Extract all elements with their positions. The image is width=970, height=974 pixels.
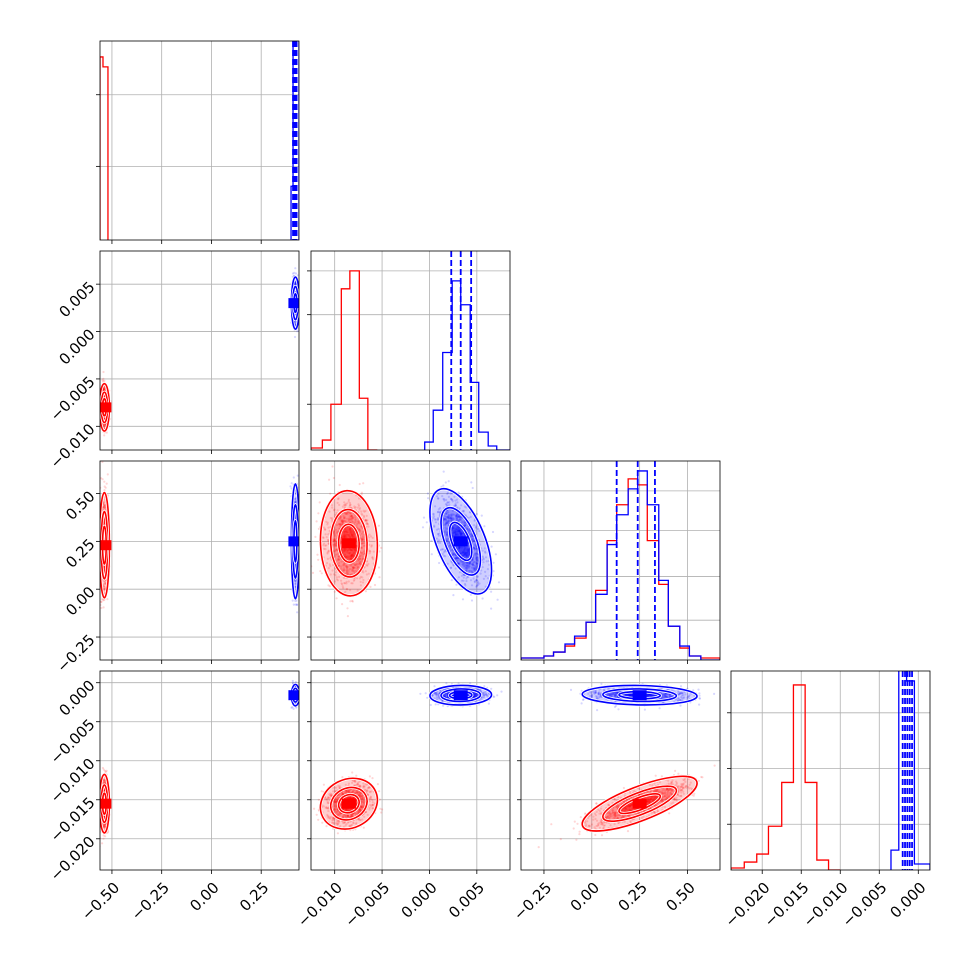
blue-sample-point [289,485,291,487]
blue-sample-point [293,604,295,606]
red-histogram-step [100,57,108,240]
red-sample-point [100,607,102,609]
red-sample-point [317,512,319,514]
red-sample-point [334,591,336,593]
red-sample-point [107,473,109,475]
red-histogram-step [521,479,720,660]
blue-sample-point [296,611,298,613]
scatter-panel-1-0 [97,251,303,450]
blue-histogram-step [521,471,720,660]
blue-sample-point [295,455,297,457]
blue-sample-point [295,453,297,455]
blue-sample-point [296,604,298,606]
red-sample-point [102,371,104,373]
red-sample-point [103,489,105,491]
histogram-panel-3 [731,663,930,870]
scatter-panel-2-1 [310,461,510,660]
red-sample-point [336,597,338,599]
blue-sample-point [295,272,297,274]
red-sample-point [349,600,351,602]
red-sample-point [106,483,108,485]
blue-histogram-step [425,281,510,450]
red-sample-point [106,598,108,600]
histogram-panel-1 [311,251,510,450]
blue-sample-point [293,476,295,478]
blue-density-peak [288,536,302,546]
blue-density-peak [288,298,302,308]
red-sample-point [102,478,104,480]
blue-sample-point [300,309,302,311]
red-sample-point [103,434,105,436]
red-sample-point [346,607,348,609]
blue-sample-point [297,475,299,477]
red-sample-point [316,554,318,556]
red-sample-point [101,379,103,381]
scatter-panel-2-0-frame [100,461,299,660]
red-sample-point [341,603,343,605]
red-density-peak [97,402,111,412]
red-sample-point [312,572,314,574]
red-sample-point [97,424,99,426]
red-sample-point [97,543,99,545]
red-sample-point [98,544,100,546]
histogram-panel-3-frame [731,671,930,870]
blue-sample-point [294,336,296,338]
scatter-panel-1-0-frame [100,251,299,450]
blue-sample-point [292,600,294,602]
red-sample-point [103,606,105,608]
histogram-panel-0 [100,11,299,240]
scatter-panel-2-0 [97,453,302,660]
histogram-panel-2 [521,461,720,660]
red-sample-point [316,520,318,522]
red-sample-point [380,547,382,549]
red-sample-point [314,536,316,538]
red-sample-point [105,487,107,489]
red-histogram-step [311,271,377,450]
blue-sample-point [299,546,301,548]
red-sample-point [103,481,105,483]
blue-sample-point [291,482,293,484]
histogram-panel-0-frame [100,41,299,240]
red-sample-point [369,586,371,588]
red-sample-point [329,585,331,587]
red-sample-point [333,477,335,479]
red-sample-point [352,600,354,602]
red-sample-point [97,406,99,408]
blue-sample-point [294,267,296,269]
